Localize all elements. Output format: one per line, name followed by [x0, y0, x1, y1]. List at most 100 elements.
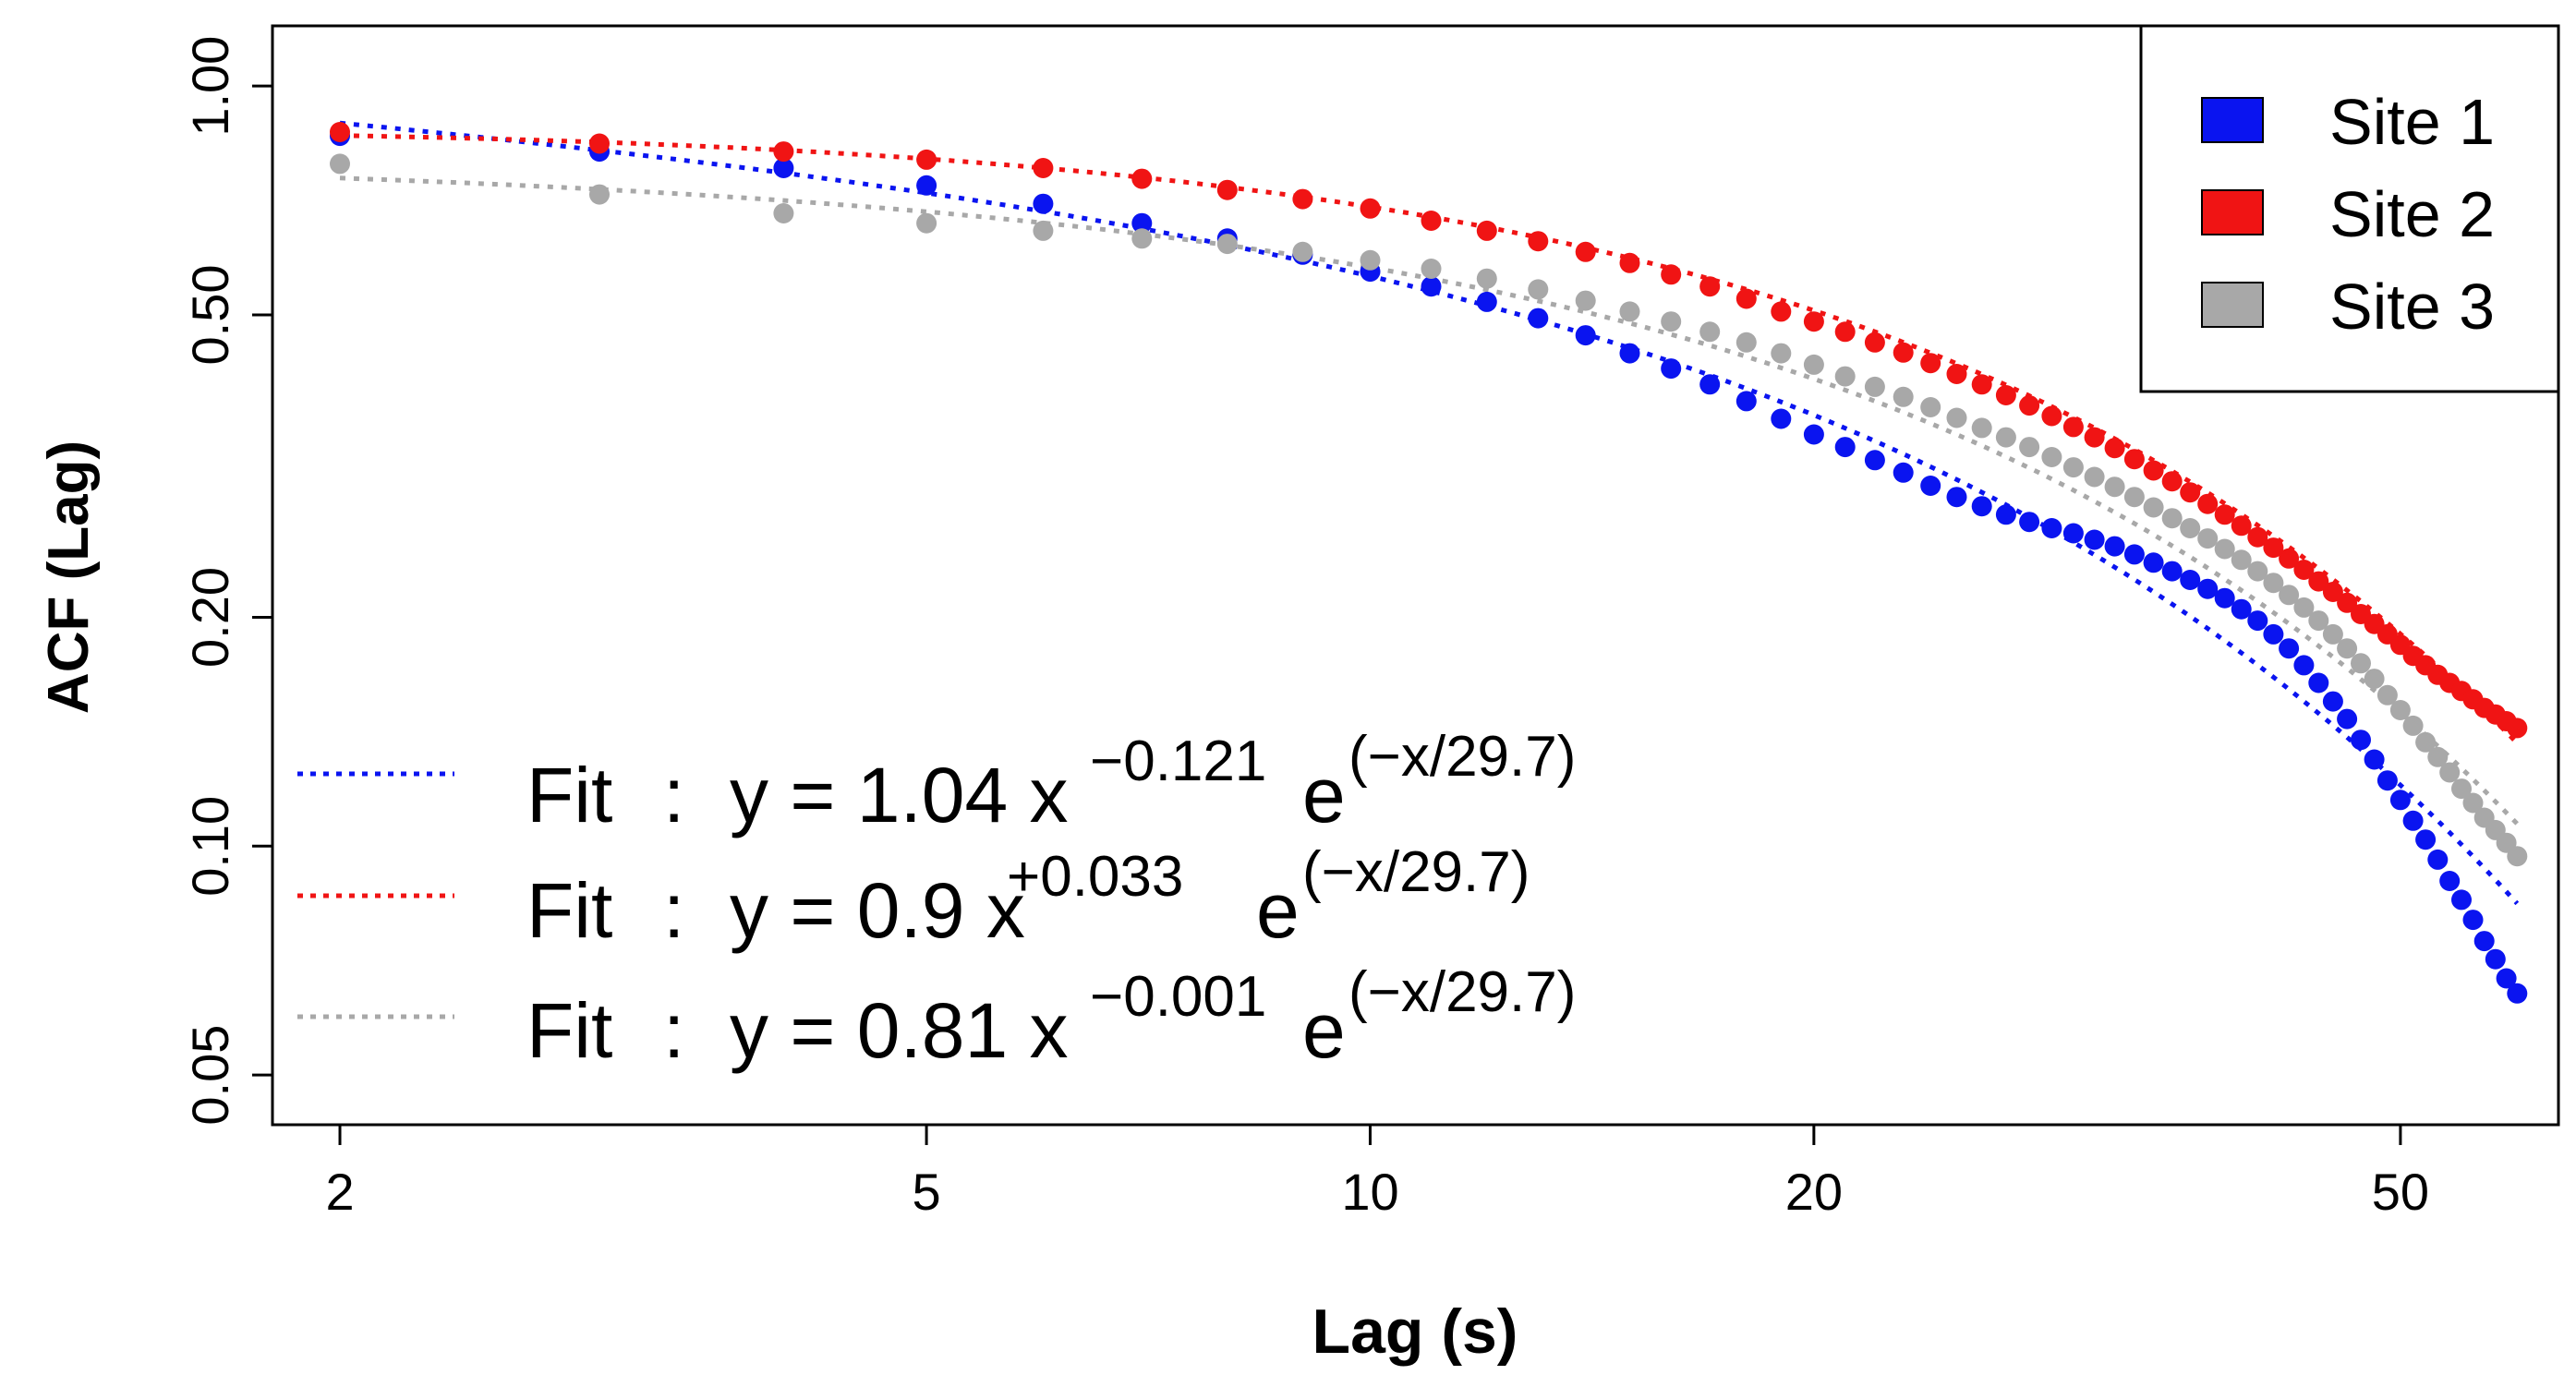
data-point-site-2	[2263, 537, 2284, 559]
data-point-site-2	[2293, 560, 2315, 580]
data-point-site-1	[2197, 578, 2219, 599]
data-point-site-2	[2322, 582, 2343, 602]
data-point-site-2	[2279, 548, 2300, 569]
data-point-site-3	[2180, 518, 2201, 538]
data-point-site-3	[1360, 249, 1381, 271]
x-tick-label: 5	[912, 1163, 940, 1221]
data-point-site-2	[1528, 231, 1549, 252]
data-point-site-2	[2337, 592, 2358, 613]
data-point-site-3	[589, 184, 610, 205]
data-point-site-3	[1971, 417, 1992, 439]
data-point-site-3	[2263, 573, 2284, 594]
legend-label-site-1: Site 1	[2329, 86, 2495, 158]
fit-line-site-2	[339, 133, 2520, 745]
data-point-site-2	[2019, 395, 2040, 416]
legend: Site 1 Site 2 Site 3	[2139, 24, 2560, 393]
legend-label-site-2: Site 2	[2329, 178, 2495, 250]
data-point-site-1	[2231, 598, 2252, 620]
data-point-site-1	[2415, 829, 2437, 850]
data-point-site-1	[1661, 358, 1682, 380]
data-point-site-1	[2389, 790, 2411, 811]
data-point-site-2	[1971, 374, 1992, 395]
data-point-site-3	[2389, 700, 2411, 720]
data-point-site-1	[2104, 536, 2125, 557]
data-point-site-2	[2214, 504, 2235, 525]
data-point-site-1	[2351, 730, 2371, 751]
data-point-site-2	[2123, 449, 2145, 470]
x-tick-label: 2	[325, 1163, 354, 1221]
y-tick-label: 0.05	[181, 1025, 239, 1126]
data-point-site-2	[1735, 288, 1757, 309]
data-point-site-1	[2062, 523, 2084, 544]
data-point-site-2	[1575, 241, 1596, 262]
data-point-site-1	[1699, 374, 1721, 395]
data-point-site-3	[2062, 457, 2084, 478]
data-point-site-1	[2462, 910, 2484, 931]
data-points	[330, 122, 2528, 1004]
data-point-site-3	[2041, 447, 2062, 467]
data-point-site-3	[1946, 407, 1967, 428]
plot-frame	[271, 24, 2560, 1127]
data-point-site-1	[2019, 512, 2040, 533]
data-point-site-3	[2214, 538, 2235, 560]
data-point-site-3	[1421, 259, 1442, 279]
data-point-site-3	[1995, 427, 2016, 448]
data-point-site-1	[1735, 391, 1757, 412]
y-tick-label: 0.50	[181, 264, 239, 365]
fit-equation-site-2: Fit : y = 0.9 x +0.033 e (−x/29.7)	[526, 826, 1530, 954]
data-point-site-1	[1421, 276, 1442, 297]
data-point-site-2	[1946, 364, 1967, 384]
data-point-site-3	[2462, 792, 2484, 814]
data-point-site-3	[2415, 731, 2437, 753]
data-point-site-2	[2247, 526, 2268, 548]
data-point-site-1	[2180, 570, 2201, 590]
data-point-site-3	[1528, 279, 1549, 300]
y-axis: 0.05 0.10 0.20 0.50 1.00	[181, 36, 272, 1126]
data-point-site-3	[2364, 669, 2385, 690]
data-point-site-3	[1735, 332, 1757, 353]
y-tick-label: 0.20	[181, 567, 239, 668]
data-point-site-1	[1995, 504, 2016, 525]
data-point-site-3	[2279, 585, 2300, 606]
data-point-site-3	[773, 203, 794, 223]
data-point-site-2	[916, 149, 937, 170]
data-point-site-3	[1661, 311, 1682, 332]
legend-label-site-3: Site 3	[2329, 271, 2495, 343]
data-point-site-3	[1575, 290, 1596, 311]
data-point-site-2	[589, 133, 610, 154]
data-point-site-1	[2293, 655, 2315, 676]
data-point-site-1	[2123, 544, 2145, 565]
data-point-site-3	[2451, 778, 2472, 800]
data-point-site-2	[2180, 482, 2201, 503]
fit-lines	[339, 120, 2520, 906]
data-point-site-3	[2337, 638, 2358, 659]
data-point-site-2	[1864, 332, 1885, 353]
data-point-site-3	[2104, 476, 2125, 498]
data-point-site-1	[1033, 193, 1054, 214]
data-point-site-3	[2123, 487, 2145, 508]
data-point-site-3	[1920, 397, 1941, 417]
data-point-site-3	[2376, 684, 2398, 706]
data-point-site-2	[2507, 718, 2528, 739]
data-point-site-1	[1575, 325, 1596, 346]
data-point-site-3	[1033, 220, 1054, 241]
data-point-site-1	[1864, 450, 1885, 471]
data-point-site-2	[2143, 460, 2164, 481]
data-point-site-2	[2161, 471, 2183, 492]
fit-equation-site-1: Fit : y = 1.04 x −0.121 e (−x/29.7)	[526, 710, 1576, 838]
data-point-site-1	[1920, 476, 1941, 496]
data-point-site-3	[1292, 241, 1313, 262]
fit-equation-site-3: Fit : y = 0.81 x −0.001 e (−x/29.7)	[526, 946, 1576, 1074]
y-tick-label: 0.10	[181, 796, 239, 897]
data-point-site-3	[2231, 549, 2252, 571]
data-point-site-1	[2473, 931, 2495, 952]
x-axis-label: Lag (s)	[1312, 1296, 1518, 1367]
data-point-site-1	[2507, 983, 2528, 1004]
data-point-site-2	[2104, 438, 2125, 459]
data-point-site-3	[2507, 846, 2528, 867]
data-point-site-2	[1292, 188, 1313, 210]
data-point-site-2	[1834, 321, 1856, 343]
data-point-site-1	[2427, 849, 2449, 870]
data-point-site-3	[1834, 366, 1856, 387]
data-point-site-2	[1893, 342, 1914, 363]
